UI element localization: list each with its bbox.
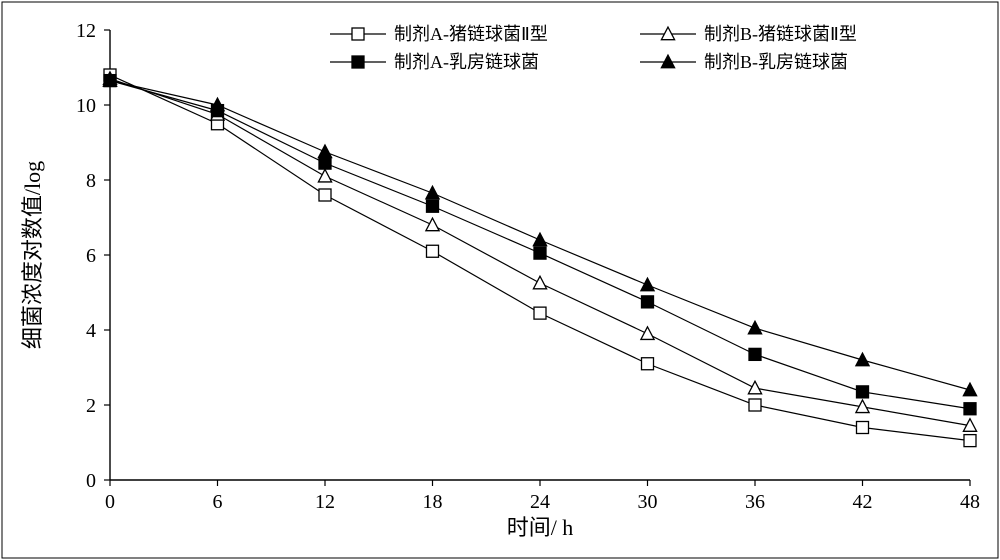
svg-text:0: 0 bbox=[86, 470, 96, 492]
svg-text:2: 2 bbox=[86, 395, 96, 417]
svg-text:42: 42 bbox=[853, 491, 873, 513]
svg-text:12: 12 bbox=[315, 491, 335, 513]
chart-container: 0246810120612182430364248时间/ h细菌浓度对数值/lo… bbox=[0, 0, 1000, 560]
svg-text:制剂A-乳房链球菌: 制剂A-乳房链球菌 bbox=[394, 52, 539, 72]
svg-text:30: 30 bbox=[638, 491, 658, 513]
svg-text:6: 6 bbox=[86, 245, 96, 267]
svg-text:0: 0 bbox=[105, 491, 115, 513]
legend: 制剂A-猪链球菌Ⅱ型 制剂B-猪链球菌Ⅱ型制剂A-乳房链球菌 制剂B-乳房链球菌 bbox=[330, 24, 857, 72]
svg-text:细菌浓度对数值/log: 细菌浓度对数值/log bbox=[20, 161, 45, 349]
svg-text:18: 18 bbox=[423, 491, 443, 513]
svg-text:48: 48 bbox=[960, 491, 980, 513]
svg-text:10: 10 bbox=[76, 95, 96, 117]
svg-text:36: 36 bbox=[745, 491, 765, 513]
svg-text:24: 24 bbox=[530, 491, 550, 513]
svg-text:6: 6 bbox=[213, 491, 223, 513]
svg-text:时间/ h: 时间/ h bbox=[507, 515, 574, 540]
svg-text:4: 4 bbox=[86, 320, 96, 342]
line-chart: 0246810120612182430364248时间/ h细菌浓度对数值/lo… bbox=[0, 0, 1000, 560]
svg-text:8: 8 bbox=[86, 170, 96, 192]
series bbox=[103, 74, 976, 396]
svg-text:制剂B-猪链球菌Ⅱ型: 制剂B-猪链球菌Ⅱ型 bbox=[704, 24, 857, 44]
svg-text:制剂B-乳房链球菌: 制剂B-乳房链球菌 bbox=[704, 52, 848, 72]
svg-text:制剂A-猪链球菌Ⅱ型: 制剂A-猪链球菌Ⅱ型 bbox=[394, 24, 548, 44]
svg-text:12: 12 bbox=[76, 20, 96, 42]
